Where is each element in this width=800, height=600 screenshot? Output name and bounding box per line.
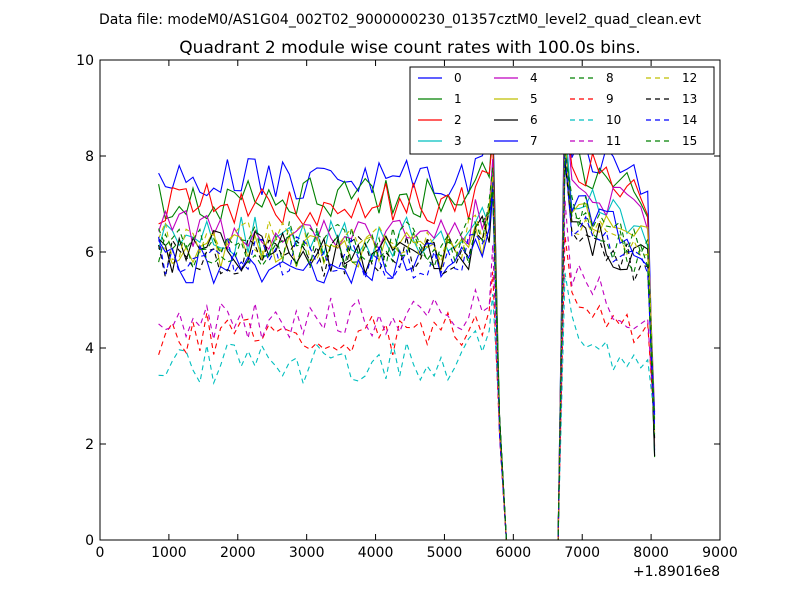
series-line-3 bbox=[158, 121, 656, 541]
series-line-9 bbox=[158, 235, 656, 541]
legend-label-6: 6 bbox=[530, 113, 538, 127]
y-tick-label: 10 bbox=[76, 53, 94, 69]
y-tick-label: 6 bbox=[85, 245, 94, 261]
series-line-4 bbox=[158, 105, 656, 541]
legend-label-12: 12 bbox=[682, 71, 697, 85]
legend-label-2: 2 bbox=[454, 113, 462, 127]
x-tick-label: 1000 bbox=[151, 545, 187, 561]
x-tick-label: 3000 bbox=[289, 545, 325, 561]
series-line-2 bbox=[158, 107, 656, 541]
legend-label-11: 11 bbox=[606, 134, 621, 148]
legend-label-4: 4 bbox=[530, 71, 538, 85]
series-line-13 bbox=[158, 160, 656, 541]
legend-label-10: 10 bbox=[606, 113, 621, 127]
series-line-11 bbox=[158, 200, 656, 541]
legend-label-13: 13 bbox=[682, 92, 697, 106]
series-line-10 bbox=[158, 272, 656, 541]
x-tick-label: 7000 bbox=[564, 545, 600, 561]
x-tick-label: 6000 bbox=[496, 545, 532, 561]
x-axis: 0 1000 2000 3000 4000 5000 6000 7000 8000 9000 bbox=[96, 60, 738, 561]
x-tick-label: 0 bbox=[96, 545, 105, 561]
figure-suptitle: Data file: modeM0/AS1G04_002T02_90000002… bbox=[99, 12, 701, 28]
legend-label-3: 3 bbox=[454, 134, 462, 148]
legend-label-15: 15 bbox=[682, 134, 697, 148]
legend-frame bbox=[409, 66, 715, 155]
x-tick-label: 5000 bbox=[427, 545, 463, 561]
legend-label-5: 5 bbox=[530, 92, 538, 106]
x-offset-label: +1.89016e8 bbox=[633, 564, 720, 580]
legend-label-8: 8 bbox=[606, 71, 614, 85]
y-tick-label: 4 bbox=[85, 341, 94, 357]
x-tick-label: 2000 bbox=[220, 545, 256, 561]
x-tick-label: 8000 bbox=[633, 545, 669, 561]
legend-label-1: 1 bbox=[454, 92, 462, 106]
axes-frame bbox=[99, 59, 721, 541]
series-line-5 bbox=[158, 138, 656, 541]
series-line-12 bbox=[158, 136, 656, 541]
legend-label-9: 9 bbox=[606, 92, 614, 106]
series-line-7 bbox=[158, 141, 656, 541]
chart-title: Quadrant 2 module wise count rates with … bbox=[179, 38, 640, 58]
y-tick-label: 0 bbox=[85, 533, 94, 549]
x-tick-label: 4000 bbox=[358, 545, 394, 561]
series-line-6 bbox=[158, 161, 656, 541]
y-tick-label: 2 bbox=[85, 437, 94, 453]
legend-label-7: 7 bbox=[530, 134, 538, 148]
series-layer bbox=[158, 66, 656, 541]
legend-label-0: 0 bbox=[454, 71, 462, 85]
y-tick-label: 8 bbox=[85, 149, 94, 165]
legend-label-14: 14 bbox=[682, 113, 697, 127]
x-tick-label: 9000 bbox=[702, 545, 738, 561]
series-line-15 bbox=[158, 148, 656, 541]
